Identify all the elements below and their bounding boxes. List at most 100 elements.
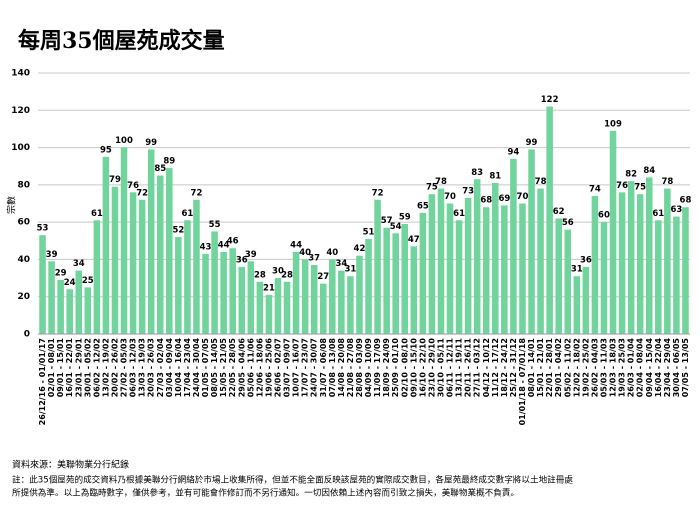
x-tick-label: 30/10 - 05/11: [436, 338, 445, 398]
value-label: 59: [399, 213, 411, 223]
bar: [492, 182, 499, 334]
value-label: 72: [372, 188, 384, 198]
value-label: 76: [127, 181, 139, 191]
bar: [84, 287, 92, 334]
bar: [39, 235, 46, 334]
value-label: 40: [326, 248, 338, 258]
x-tick-label: 02/10 - 08/10: [400, 338, 409, 398]
x-tick-label: 11/12 - 17/12: [491, 338, 500, 397]
bar: [419, 212, 427, 334]
x-tick-label: 03/04 - 09/04: [165, 338, 174, 398]
value-label: 100: [115, 136, 133, 146]
x-tick-label: 19/02 - 25/02: [581, 338, 590, 397]
x-tick-label: 27/02 - 05/03: [120, 338, 129, 397]
value-label: 46: [227, 237, 239, 247]
bar: [66, 289, 73, 334]
value-label: 78: [435, 177, 447, 187]
value-label: 57: [381, 216, 393, 226]
bar: [410, 246, 418, 334]
value-label: 94: [507, 147, 519, 157]
x-tick-label: 18/12 - 24/12: [500, 338, 509, 397]
bar: [564, 229, 572, 334]
x-tick-label: 29/01 - 04/02: [554, 338, 563, 397]
x-tick-label: 01/05 - 07/05: [201, 338, 210, 398]
value-label: 81: [489, 171, 501, 181]
x-tick-label: 24/07 - 30/07: [310, 338, 319, 397]
x-tick-label: 25/09 - 01/10: [391, 338, 400, 398]
y-tick-label: 140: [11, 69, 30, 79]
value-label: 79: [109, 175, 121, 185]
bar: [220, 251, 227, 334]
x-tick-label: 05/06 - 11/06: [246, 338, 255, 398]
value-label: 61: [453, 209, 465, 219]
bar: [292, 251, 300, 334]
x-tick-label: 26/02 - 04/03: [590, 338, 599, 397]
bar: [519, 203, 526, 334]
value-label: 65: [417, 201, 429, 211]
x-tick-label: 16/10 - 22/10: [418, 338, 427, 398]
value-label: 99: [526, 138, 538, 148]
bar: [664, 188, 671, 334]
x-tick-label: 28/08 - 03/09: [355, 338, 364, 398]
bar: [138, 199, 146, 334]
value-label: 25: [82, 276, 94, 286]
bar: [655, 220, 662, 334]
bar: [193, 199, 200, 334]
value-label: 62: [553, 207, 565, 217]
value-label: 36: [236, 255, 248, 265]
value-label: 24: [64, 278, 76, 288]
x-tick-label: 02/04 - 08/04: [636, 338, 645, 398]
bar: [582, 266, 590, 334]
value-label: 55: [209, 220, 221, 230]
y-tick-label: 100: [11, 143, 30, 153]
note: 註：此35個屋苑的成交資料乃根據美聯分行網絡於市場上收集所得，但並不能全面反映該…: [12, 474, 573, 486]
bar: [238, 266, 246, 334]
bar: [229, 248, 236, 334]
y-axis-label: 宗數: [6, 196, 18, 214]
bar: [347, 276, 354, 334]
bar: [365, 238, 372, 334]
bar: [682, 207, 689, 334]
value-label: 75: [426, 183, 438, 193]
bar: [57, 279, 64, 334]
x-tick-label: 26/06 - 02/07: [273, 338, 282, 397]
bar: [600, 222, 608, 334]
x-tick-label: 05/03 - 11/03: [599, 338, 608, 397]
source: 資料來源：美聯物業分行紀錄: [12, 459, 129, 471]
value-label: 84: [643, 166, 655, 176]
x-tick-label: 19/03 - 25/03: [618, 338, 627, 397]
y-tick-label: 120: [11, 106, 30, 116]
bar: [537, 188, 544, 334]
value-label: 54: [390, 222, 402, 232]
bar: [310, 265, 318, 334]
value-label: 109: [604, 119, 622, 129]
value-label: 40: [299, 248, 311, 258]
value-label: 28: [281, 270, 293, 280]
x-tick-label: 04/09 - 10/09: [364, 338, 373, 398]
x-tick-label: 13/11 - 19/11: [455, 338, 464, 398]
value-label: 99: [145, 138, 157, 148]
bar: [102, 156, 110, 334]
bar: [175, 237, 182, 334]
value-label: 78: [535, 177, 547, 187]
value-label: 60: [598, 211, 610, 221]
value-label: 34: [73, 259, 85, 269]
bar: [338, 270, 345, 334]
value-label: 122: [541, 95, 559, 105]
bar: [111, 186, 119, 334]
bar: [437, 188, 445, 334]
bar: [247, 261, 255, 334]
value-label: 52: [172, 226, 184, 236]
value-label: 29: [55, 268, 67, 278]
bar: [48, 261, 55, 334]
value-label: 39: [46, 250, 58, 260]
x-tick-label: 17/07 - 23/07: [301, 338, 310, 397]
bar: [645, 177, 653, 334]
x-tick-label: 20/11 - 26/11: [464, 338, 473, 398]
value-label: 47: [408, 235, 420, 245]
x-tick-label: 07/08 - 13/08: [328, 338, 337, 398]
bar: [93, 220, 101, 334]
x-tick-label: 06/03 - 12/03: [129, 338, 138, 397]
x-tick-label: 02/01 - 08/01: [47, 338, 56, 398]
